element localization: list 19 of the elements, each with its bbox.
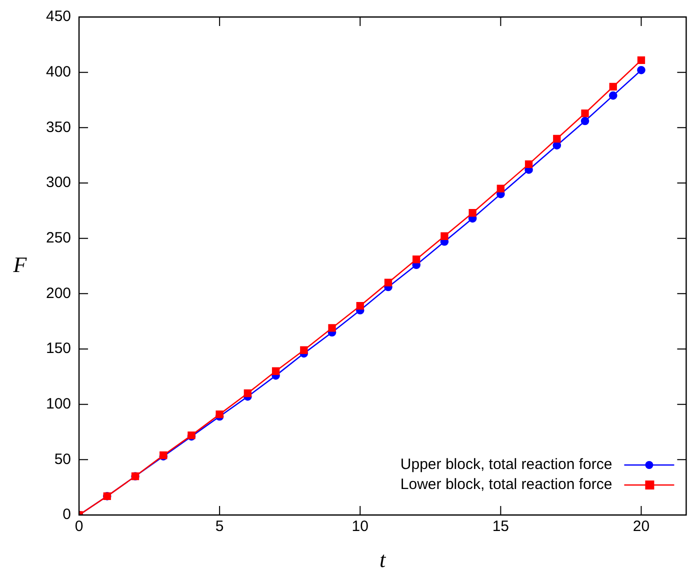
y-tick-label: 100 — [46, 395, 72, 412]
y-tick-label: 200 — [46, 284, 72, 302]
x-tick-label: 20 — [632, 518, 650, 536]
y-tick-label: 150 — [46, 340, 72, 358]
x-tick-label: 15 — [492, 518, 510, 536]
x-tick-label: 0 — [74, 518, 84, 536]
y-tick-label: 400 — [46, 63, 72, 80]
y-tick-label: 250 — [46, 229, 72, 246]
y-tick-label: 300 — [46, 174, 72, 192]
x-axis-title: t — [380, 546, 387, 572]
y-tick-label: 0 — [62, 506, 72, 524]
x-tick-label: 10 — [352, 518, 368, 536]
x-tick-label: 5 — [215, 518, 224, 536]
y-tick-label: 450 — [46, 8, 72, 26]
y-tick-label: 50 — [54, 450, 72, 468]
legend-label: Upper block, total reaction force — [400, 456, 612, 474]
legend-label: Lower block, total reaction force — [400, 476, 612, 494]
y-axis-title: F — [12, 252, 28, 277]
y-tick-label: 350 — [46, 118, 72, 136]
